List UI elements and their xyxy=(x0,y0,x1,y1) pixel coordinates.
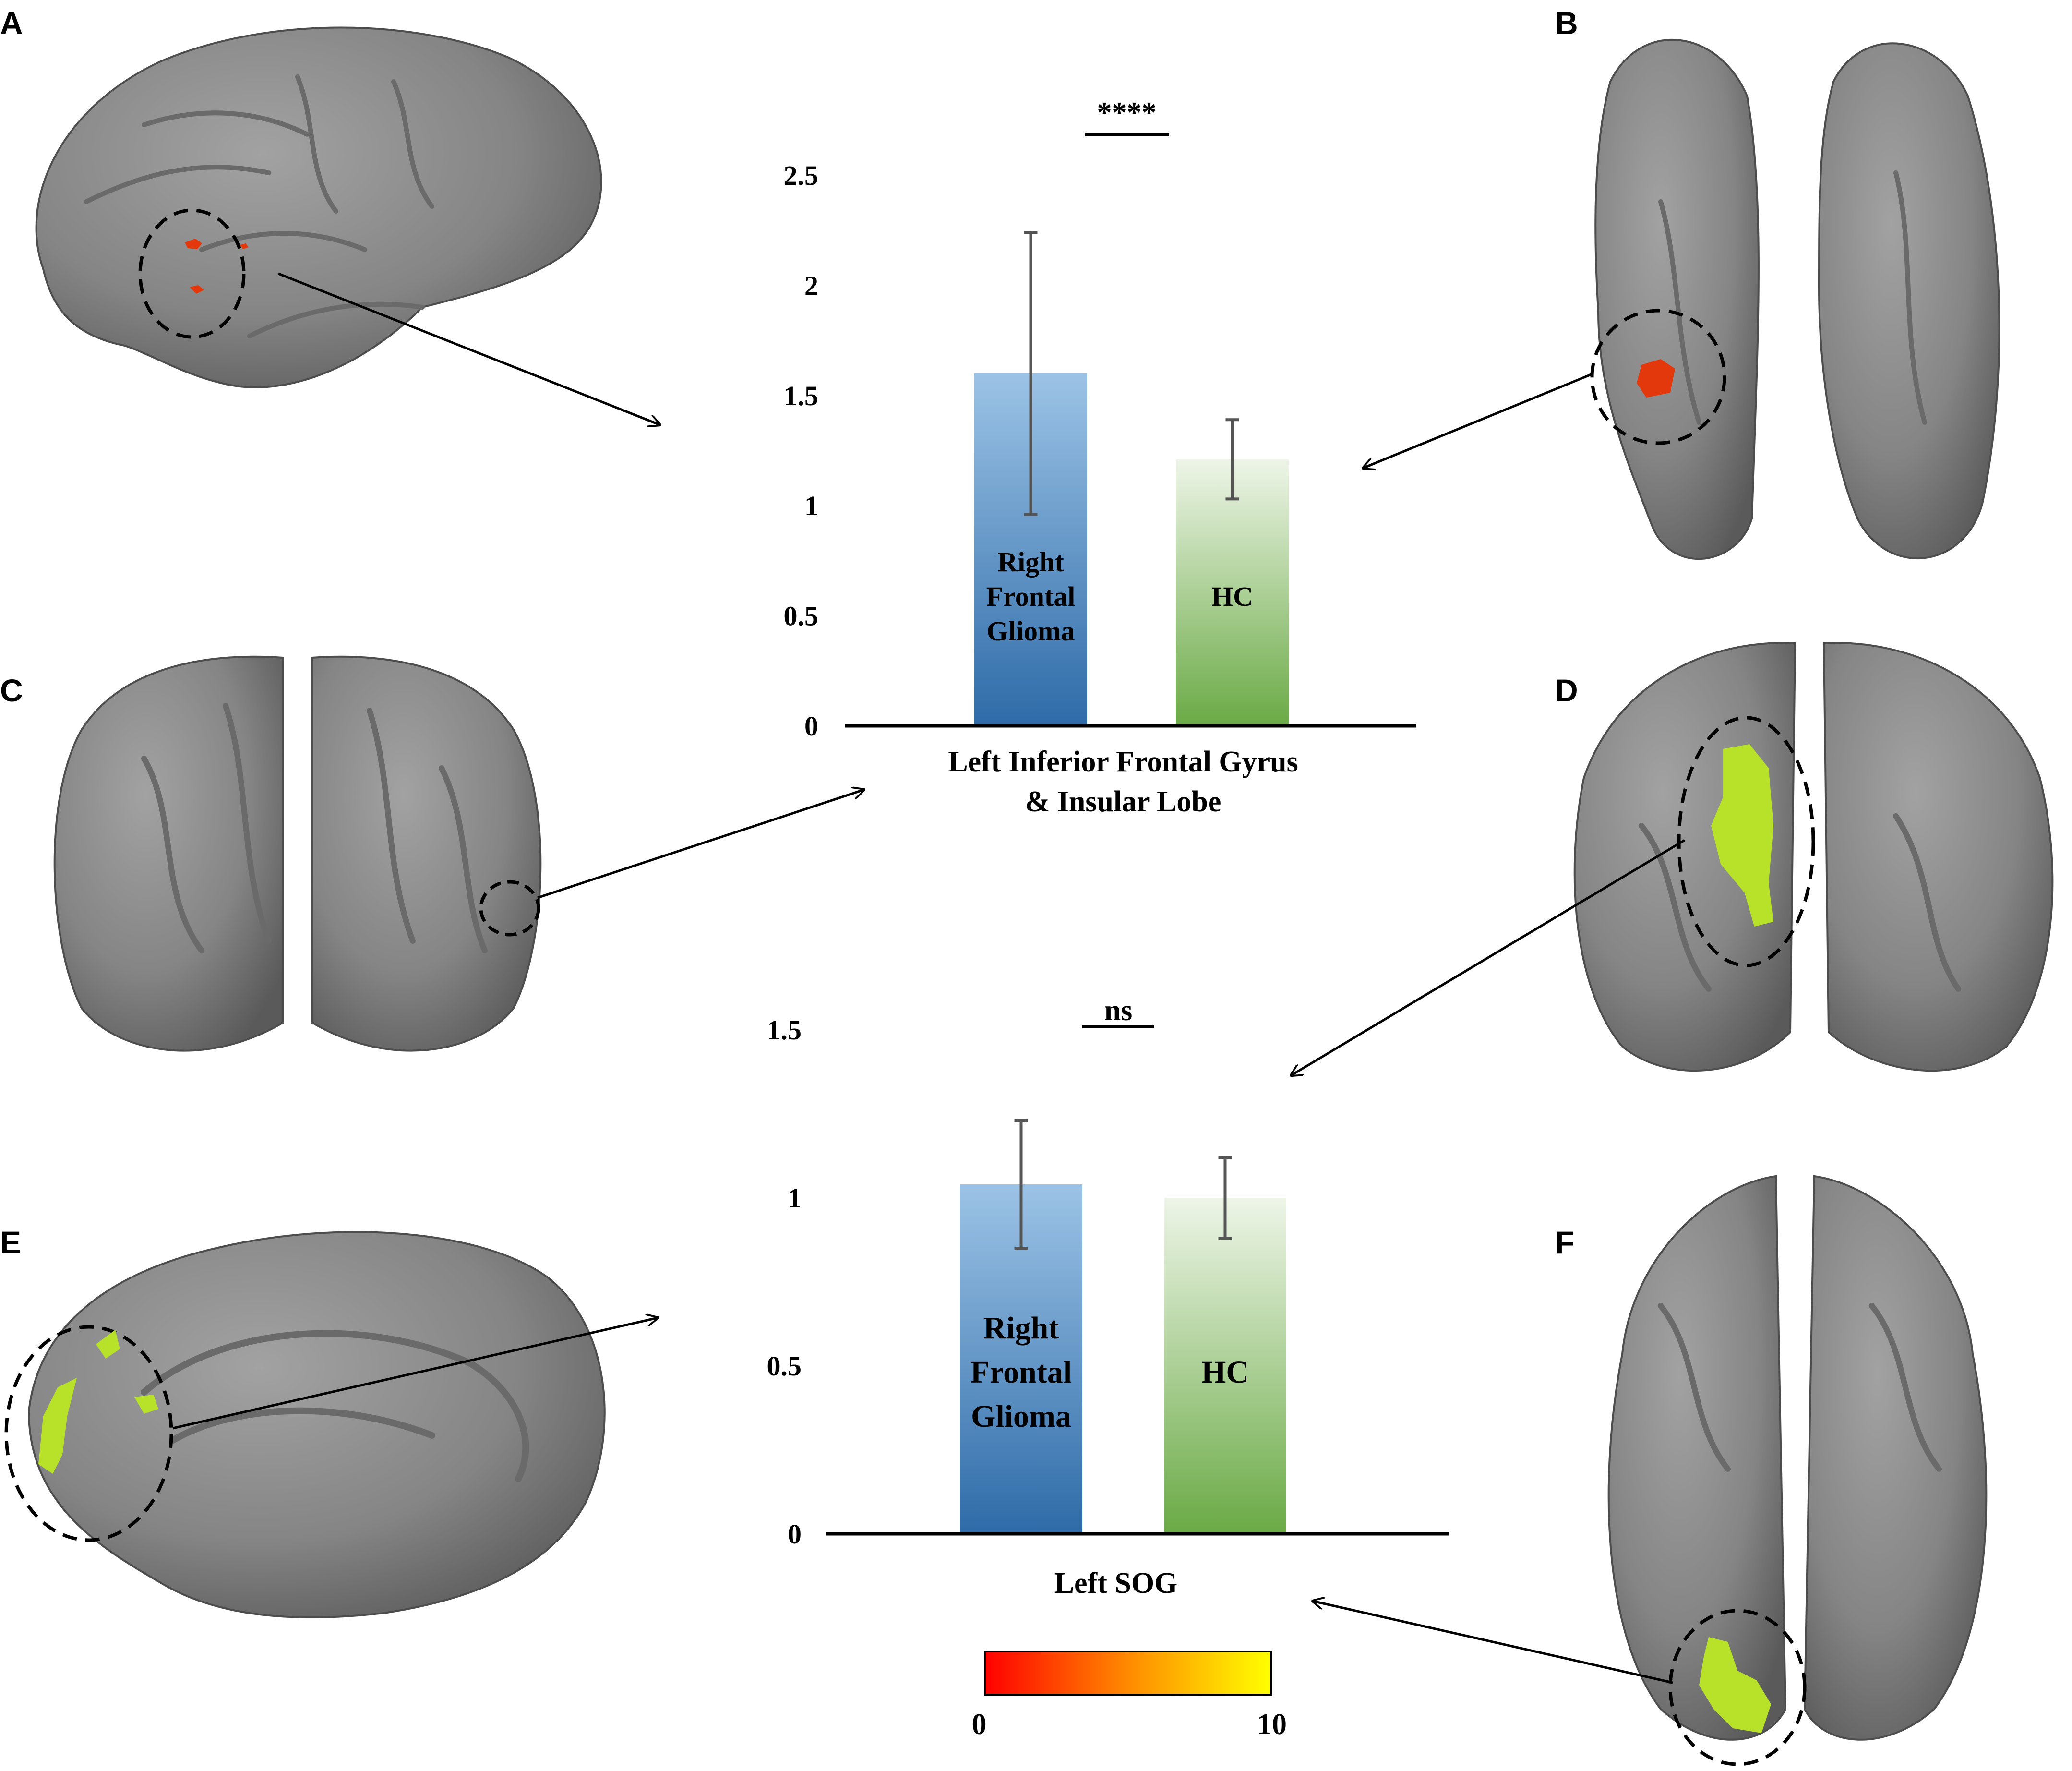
chart-left-sog: 0 0.5 1 1.5 Right Frontal Glioma HC Left SOG ns xyxy=(767,994,1449,1600)
colorbar-gradient xyxy=(984,1651,1272,1696)
arrow-a xyxy=(278,272,660,425)
bar-hc xyxy=(1176,459,1289,726)
brain-lateral-view xyxy=(35,26,602,388)
arrow-b xyxy=(1363,373,1592,468)
x-axis-label: Left Inferior Frontal Gyrus xyxy=(948,746,1298,778)
bar-label: Right xyxy=(997,546,1064,578)
bar-label: HC xyxy=(1201,1355,1249,1390)
bar-hc xyxy=(1164,1198,1286,1534)
panel-label-a: A xyxy=(0,5,23,41)
y-tick-label: 0.5 xyxy=(767,1350,802,1382)
bar-label: Frontal xyxy=(970,1355,1072,1390)
brain-ventral-view xyxy=(1590,38,2000,560)
brain-posterior-view xyxy=(1573,642,2054,1072)
bar-label: Frontal xyxy=(986,581,1076,612)
brain-medial-view xyxy=(4,1231,606,1619)
bar-label: Glioma xyxy=(987,615,1075,647)
arrow-f xyxy=(1313,1601,1673,1684)
bar-label: Glioma xyxy=(971,1399,1071,1434)
y-tick-label: 1.5 xyxy=(767,1014,802,1046)
bar-label: HC xyxy=(1211,581,1253,612)
brain-dorsal-view xyxy=(1607,1175,1988,1766)
panel-label-d: D xyxy=(1555,673,1578,708)
panel-label-e: E xyxy=(0,1225,22,1260)
y-tick-label: 1.5 xyxy=(784,380,819,411)
y-tick-label: 0 xyxy=(788,1518,802,1550)
y-tick-label: 0.5 xyxy=(784,601,819,632)
y-tick-label: 1 xyxy=(804,490,818,521)
bar-label: Right xyxy=(983,1311,1059,1346)
connector-arrows xyxy=(172,272,1686,1684)
panel-label-f: F xyxy=(1555,1225,1575,1260)
y-tick-label: 0 xyxy=(804,711,818,742)
y-tick-label: 2 xyxy=(804,270,818,301)
x-axis-label: & Insular Lobe xyxy=(1025,785,1222,818)
panel-label-c: C xyxy=(0,673,23,708)
significance-label: ns xyxy=(1104,994,1133,1027)
colorbar-min-label: 0 xyxy=(972,1708,987,1741)
colorbar-max-label: 10 xyxy=(1257,1708,1287,1741)
panel-label-b: B xyxy=(1555,5,1578,41)
arrow-e xyxy=(172,1318,658,1430)
significance-label: **** xyxy=(1097,96,1157,129)
y-tick-label: 1 xyxy=(788,1182,802,1214)
brain-frontal-view xyxy=(53,655,542,1052)
arrow-c xyxy=(537,790,864,899)
y-tick-label: 2.5 xyxy=(784,160,819,191)
arrow-d xyxy=(1291,839,1686,1075)
x-axis-label: Left SOG xyxy=(1054,1567,1178,1600)
colorbar: 0 10 xyxy=(972,1651,1287,1741)
